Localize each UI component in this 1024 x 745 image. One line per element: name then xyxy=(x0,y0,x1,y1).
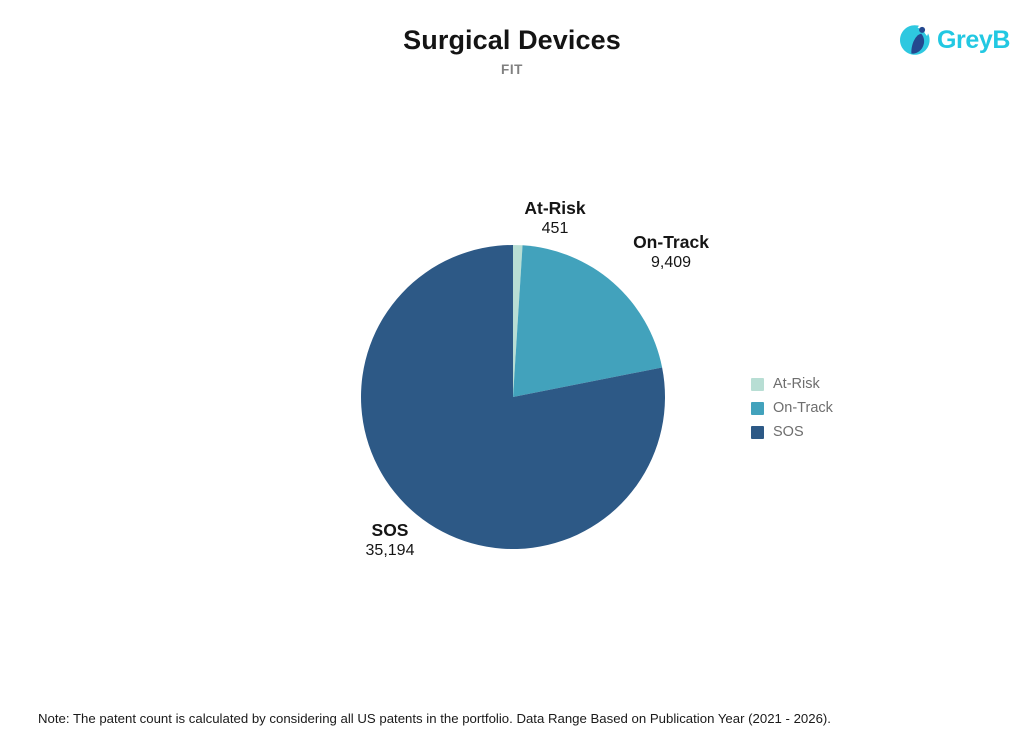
slice-label-sos-value: 35,194 xyxy=(365,541,415,559)
page-subtitle: FIT xyxy=(500,62,524,77)
pie-slice-at-risk[interactable] xyxy=(513,245,523,397)
legend-swatch-icon xyxy=(751,401,764,415)
slice-label-at-risk-name: At-Risk xyxy=(524,198,586,218)
slice-label-on-track-value: 9,409 xyxy=(650,253,692,271)
pie-chart-svg xyxy=(361,245,666,549)
legend-item-label: On-Track xyxy=(773,399,833,416)
brand-logo: GreyB xyxy=(898,22,1010,58)
brand-name: GreyB xyxy=(936,26,1010,54)
slice-label-sos: SOS 35,194 xyxy=(300,520,480,561)
legend-item-on-track[interactable]: On-Track xyxy=(751,396,833,420)
page-title: Surgical Devices xyxy=(403,25,621,55)
slice-label-sos-name: SOS xyxy=(371,520,409,540)
slice-label-at-risk: At-Risk 451 xyxy=(465,198,645,239)
pie-slice-sos[interactable] xyxy=(361,245,666,549)
legend-item-sos[interactable]: SOS xyxy=(751,420,833,444)
pie-chart xyxy=(361,245,666,549)
legend-swatch-icon xyxy=(751,425,764,439)
pie-slice-on-track[interactable] xyxy=(513,245,663,397)
legend-item-label: At-Risk xyxy=(773,375,820,392)
chart-footnote: Note: The patent count is calculated by … xyxy=(38,711,831,726)
legend-swatch-icon xyxy=(751,377,764,391)
greyb-logo-icon xyxy=(899,23,930,55)
chart-legend: At-Risk On-Track SOS xyxy=(751,372,833,444)
slice-label-on-track-name: On-Track xyxy=(633,232,709,252)
slice-label-on-track: On-Track 9,409 xyxy=(571,232,771,273)
legend-item-at-risk[interactable]: At-Risk xyxy=(751,372,833,396)
legend-item-label: SOS xyxy=(773,423,804,440)
slice-label-at-risk-value: 451 xyxy=(541,219,569,237)
